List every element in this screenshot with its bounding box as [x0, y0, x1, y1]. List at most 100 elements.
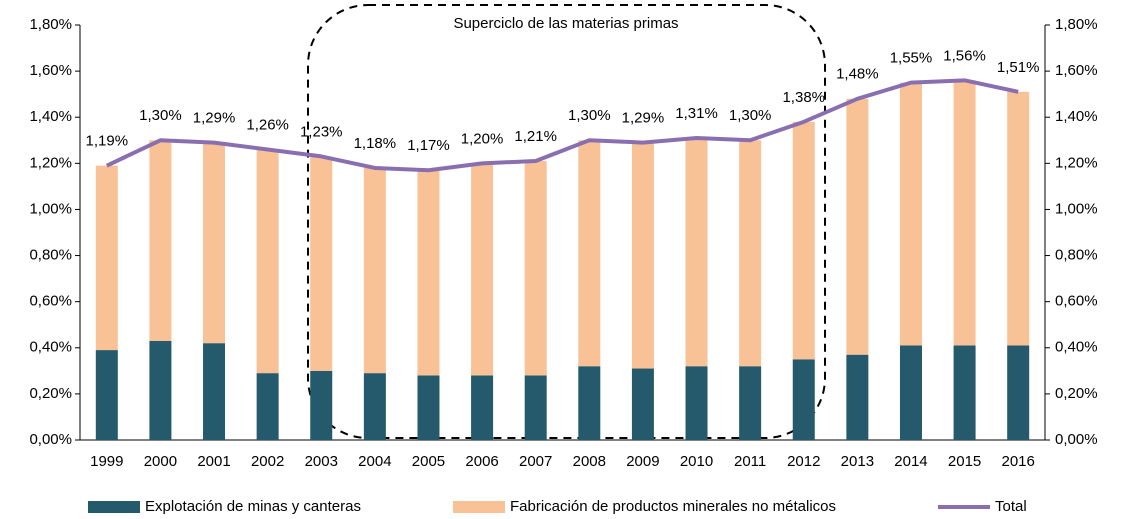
- bar: [631, 368, 654, 440]
- bar: [417, 375, 440, 440]
- bar: [685, 366, 708, 440]
- data-label: 1,31%: [675, 105, 718, 122]
- y2-tick-label: 0,60%: [1055, 293, 1098, 310]
- bar: [792, 359, 815, 440]
- y-tick-label: 0,40%: [29, 339, 72, 356]
- y-tick-label: 1,20%: [29, 154, 72, 171]
- y-tick-label: 1,00%: [29, 200, 72, 217]
- data-label: 1,51%: [997, 59, 1040, 76]
- bar: [792, 121, 815, 360]
- data-label: 1,17%: [407, 137, 450, 154]
- x-tick-label: 2014: [894, 453, 927, 470]
- bar: [363, 167, 386, 374]
- y2-tick-label: 1,20%: [1055, 154, 1098, 171]
- line: [105, 78, 1019, 173]
- bar: [899, 345, 922, 440]
- bar: [471, 375, 494, 440]
- data-label: 1,29%: [622, 110, 665, 127]
- legend-swatch: [88, 501, 140, 513]
- y-tick-label: 0,20%: [29, 385, 72, 402]
- x-tick-label: 1999: [90, 453, 123, 470]
- data-label: 1,38%: [782, 89, 825, 106]
- y-tick-label: 0,00%: [29, 431, 72, 448]
- bar: [149, 340, 172, 440]
- x-tick-label: 2001: [197, 453, 230, 470]
- data-label: 1,55%: [890, 50, 933, 67]
- bar: [739, 366, 762, 440]
- y-tick-label: 0,60%: [29, 293, 72, 310]
- x-tick-label: 2007: [519, 453, 552, 470]
- data-label: 1,29%: [193, 110, 236, 127]
- y2-tick-label: 1,60%: [1055, 62, 1098, 79]
- highlight-box: [307, 4, 826, 439]
- y2-tick-label: 0,40%: [1055, 339, 1098, 356]
- data-label: 1,20%: [461, 130, 504, 147]
- y2-tick-label: 0,80%: [1055, 247, 1098, 264]
- bar: [203, 343, 226, 440]
- x-tick-label: 2015: [948, 453, 981, 470]
- x-tick-label: 2004: [358, 453, 391, 470]
- bar: [310, 370, 333, 440]
- bar: [739, 140, 762, 367]
- data-label: 1,30%: [729, 107, 772, 124]
- annotation: Superciclo de las materias primas: [453, 15, 678, 32]
- data-label: 1,30%: [568, 107, 611, 124]
- bar: [846, 354, 869, 440]
- y2-tick-label: 1,00%: [1055, 200, 1098, 217]
- legend-label: Fabricación de productos minerales no mé…: [510, 498, 836, 515]
- bar: [310, 156, 333, 371]
- x-tick-label: 2016: [1002, 453, 1035, 470]
- bar: [256, 373, 279, 440]
- bar: [846, 98, 869, 355]
- bar: [524, 375, 547, 440]
- data-label: 1,56%: [943, 47, 986, 64]
- x-tick-label: 2003: [305, 453, 338, 470]
- bar: [149, 140, 172, 341]
- x-tick-label: 2008: [573, 453, 606, 470]
- y2-tick-label: 1,40%: [1055, 108, 1098, 125]
- data-label: 1,30%: [139, 107, 182, 124]
- y-tick-label: 1,60%: [29, 62, 72, 79]
- data-label: 1,26%: [246, 116, 289, 133]
- bar: [256, 149, 279, 374]
- legend-label: Explotación de minas y canteras: [145, 498, 361, 515]
- x-tick-label: 2005: [412, 453, 445, 470]
- bar: [578, 140, 601, 367]
- y-tick-label: 1,80%: [29, 16, 72, 33]
- bar: [899, 82, 922, 346]
- y2-tick-label: 0,00%: [1055, 431, 1098, 448]
- x-tick-label: 2012: [787, 453, 820, 470]
- data-label: 1,23%: [300, 123, 343, 140]
- x-tick-label: 2011: [734, 453, 766, 470]
- legend-label: Total: [995, 498, 1027, 515]
- x-tick-label: 2010: [680, 453, 713, 470]
- bar: [953, 345, 976, 440]
- bar: [524, 161, 547, 376]
- data-label: 1,48%: [836, 66, 879, 83]
- bar: [631, 142, 654, 369]
- x-tick-label: 2000: [144, 453, 177, 470]
- bar: [417, 170, 440, 376]
- y2-tick-label: 1,80%: [1055, 16, 1098, 33]
- x-tick-label: 2013: [841, 453, 874, 470]
- x-tick-label: 2006: [465, 453, 498, 470]
- data-label: 1,21%: [514, 128, 557, 145]
- bar: [363, 373, 386, 440]
- y2-tick-label: 0,20%: [1055, 385, 1098, 402]
- x-tick-label: 2009: [626, 453, 659, 470]
- bar: [95, 165, 118, 351]
- bar: [1007, 91, 1030, 346]
- y-tick-label: 0,80%: [29, 247, 72, 264]
- bar: [685, 137, 708, 367]
- bar: [95, 350, 118, 440]
- legend-swatch: [453, 501, 505, 513]
- data-label: 1,19%: [86, 133, 129, 150]
- data-label: 1,18%: [354, 135, 397, 152]
- bar: [471, 163, 494, 376]
- bar: [203, 142, 226, 344]
- bar: [1007, 345, 1030, 440]
- y-tick-label: 1,40%: [29, 108, 72, 125]
- bar: [578, 366, 601, 440]
